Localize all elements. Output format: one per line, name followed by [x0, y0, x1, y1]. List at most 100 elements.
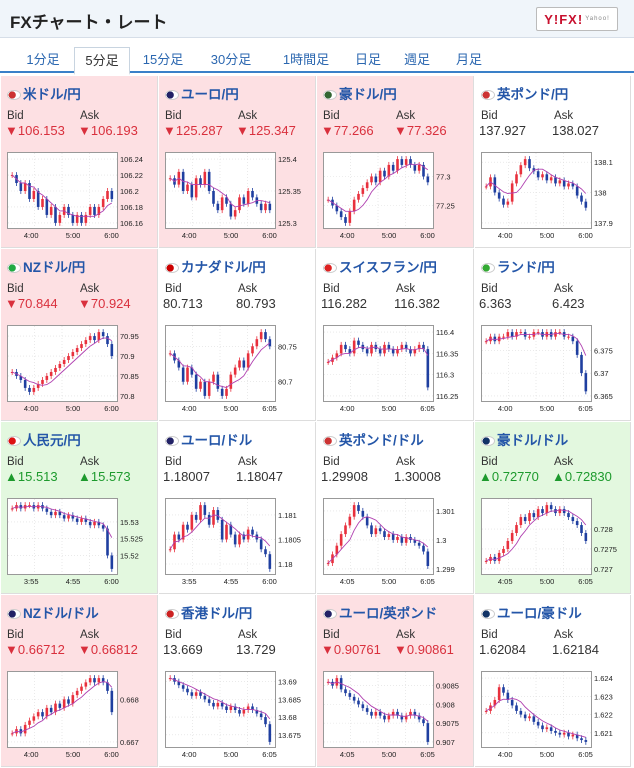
flag-icon	[7, 609, 21, 619]
rate-card[interactable]: 米ドル/円 Bid Ask ▼106.153 ▼106.193 106.24 106…	[1, 76, 158, 248]
candle	[422, 164, 425, 177]
tab-3[interactable]: 30分足	[210, 52, 252, 67]
x-tick-label: 6:05	[578, 577, 593, 586]
mini-chart[interactable]: 138.1 138 137.9 4:00 5:00 6:00	[481, 152, 627, 242]
ask-value: ▼0.66812	[78, 642, 138, 657]
candle	[36, 191, 40, 207]
tab-0[interactable]: 1分足	[26, 52, 60, 67]
candle	[168, 178, 172, 180]
mini-chart[interactable]: 13.69 13.685 13.68 13.675 4:00 5:00 6:05	[165, 671, 311, 761]
candle	[387, 164, 391, 177]
mini-chart[interactable]: 0.668 0.667 4:00 5:00 6:00	[7, 671, 153, 761]
ask-label: Ask	[238, 456, 258, 468]
tab-1[interactable]: 5分足	[74, 47, 130, 75]
mini-chart[interactable]: 1.624 1.623 1.622 1.621 4:00 5:00 6:05	[481, 671, 627, 761]
candle	[426, 176, 430, 183]
x-tick-label: 5:00	[382, 404, 397, 413]
mini-chart[interactable]: 80.75 80.7 4:00 5:00 6:05	[165, 325, 311, 415]
tab-6[interactable]: 週足	[403, 52, 430, 67]
bid-value: ▼0.90761	[321, 642, 381, 657]
rate-card[interactable]: カナダドル/円 Bid Ask 80.713 80.793 80.75 80.7 4:…	[159, 249, 316, 421]
yjfx-logo[interactable]: Y!FX! Yahoo!	[536, 7, 618, 31]
pair-name[interactable]: 英ポンド/ドル	[323, 429, 424, 449]
rate-card[interactable]: スイスフラン/円 Bid Ask 116.282 116.382 116.4 116…	[317, 249, 474, 421]
flag-icon	[481, 609, 495, 619]
mini-chart[interactable]: 15.53 15.525 15.52 3:55 4:55 6:00	[7, 498, 153, 588]
candle	[233, 210, 237, 217]
mini-chart[interactable]: 1.301 1.3 1.299 4:05 5:00 6:05	[323, 498, 469, 588]
candle	[62, 515, 66, 519]
candle	[212, 374, 215, 382]
mini-chart[interactable]: 0.728 0.7275 0.727 4:05 5:00 6:05	[481, 498, 627, 588]
candle	[212, 191, 215, 204]
pair-name[interactable]: カナダドル/円	[165, 256, 266, 276]
x-tick-label: 5:00	[540, 577, 555, 586]
moving-average-line	[327, 516, 429, 564]
bid-label: Bid	[323, 283, 340, 295]
rate-card[interactable]: ユーロ/豪ドル Bid Ask 1.62084 1.62184 1.624 1.62…	[475, 595, 631, 767]
candle	[413, 539, 417, 543]
x-tick-label: 5:00	[66, 404, 81, 413]
candle	[264, 549, 267, 555]
candle	[422, 719, 425, 724]
tab-2[interactable]: 15分足	[142, 52, 184, 67]
rate-card[interactable]: 英ポンド/ドル Bid Ask 1.29908 1.30008 1.301 1.3 1…	[317, 422, 474, 594]
rate-card[interactable]: ユーロ/円 Bid Ask ▼125.287 ▼125.347 125.4 125.…	[159, 76, 316, 248]
tab-7[interactable]: 月足	[455, 52, 482, 67]
pair-name[interactable]: 香港ドル/円	[165, 602, 252, 622]
rate-card[interactable]: 人民元/円 Bid Ask ▲15.513 ▲15.573 15.53 15.525…	[1, 422, 158, 594]
candle	[255, 339, 259, 347]
pair-name[interactable]: ユーロ/ドル	[165, 429, 252, 449]
ask-value: ▼70.924	[78, 296, 131, 311]
ask-label: Ask	[554, 456, 574, 468]
rate-card[interactable]: 豪ドル/円 Bid Ask ▼77.266 ▼77.326 77.3 77.25 4:…	[317, 76, 474, 248]
pair-name[interactable]: ユーロ/円	[165, 83, 239, 103]
ask-label: Ask	[80, 456, 100, 468]
mini-chart[interactable]: 1.181 1.1805 1.18 3:55 4:55 6:00	[165, 498, 311, 588]
candle	[41, 198, 44, 207]
candle	[361, 704, 365, 709]
mini-chart[interactable]: 0.9085 0.908 0.9075 0.907 4:05 5:00 6:05	[323, 671, 469, 761]
candle	[203, 171, 207, 185]
rate-card[interactable]: ユーロ/ドル Bid Ask 1.18007 1.18047 1.181 1.180…	[159, 422, 316, 594]
rate-card[interactable]: 豪ドル/ドル Bid Ask ▲0.72770 ▲0.72830 0.728 0.7…	[475, 422, 631, 594]
candle	[84, 340, 88, 345]
mini-chart[interactable]: 125.4 125.35 125.3 4:00 5:00 6:00	[165, 152, 311, 242]
mini-chart[interactable]: 6.375 6.37 6.365 4:00 5:00 6:05	[481, 325, 627, 415]
tab-4[interactable]: 1時間足	[282, 52, 330, 67]
rate-card[interactable]: NZドル/ドル Bid Ask ▼0.66712 ▼0.66812 0.668 0.…	[1, 595, 158, 767]
rate-card[interactable]: ユーロ/英ポンド Bid Ask ▼0.90761 ▼0.90861 0.9085…	[317, 595, 474, 767]
pair-name[interactable]: NZドル/ドル	[7, 602, 99, 622]
rate-card[interactable]: NZドル/円 Bid Ask ▼70.844 ▼70.924 70.95 70.9 7…	[1, 249, 158, 421]
candle	[19, 375, 23, 380]
y-tick-label: 116.25	[436, 392, 458, 401]
mini-chart[interactable]: 70.95 70.9 70.85 70.8 4:00 5:00 6:00	[7, 325, 153, 415]
candle	[75, 348, 79, 353]
rate-card[interactable]: 香港ドル/円 Bid Ask 13.669 13.729 13.69 13.685 1…	[159, 595, 316, 767]
x-tick-label: 4:00	[498, 750, 513, 759]
pair-name[interactable]: ランド/円	[481, 256, 555, 276]
candle	[93, 678, 96, 683]
pair-name[interactable]: ユーロ/英ポンド	[323, 602, 437, 622]
candle	[567, 336, 570, 338]
tab-5[interactable]: 日足	[354, 52, 381, 67]
pair-name[interactable]: NZドル/円	[7, 256, 85, 276]
pair-name[interactable]: 英ポンド/円	[481, 83, 568, 103]
mini-chart[interactable]: 77.3 77.25 4:00 5:00 6:00	[323, 152, 469, 242]
candle	[352, 505, 356, 517]
pair-name[interactable]: スイスフラン/円	[323, 256, 437, 276]
candle	[28, 387, 31, 392]
rate-card[interactable]: ランド/円 Bid Ask 6.363 6.423 6.375 6.37 6.365 4…	[475, 249, 631, 421]
x-tick-label: 5:00	[224, 750, 239, 759]
pair-name[interactable]: 豪ドル/円	[323, 83, 397, 103]
candle	[584, 373, 588, 392]
pair-name[interactable]: 豪ドル/ドル	[481, 429, 568, 449]
pair-name[interactable]: 人民元/円	[7, 429, 81, 449]
candle	[344, 344, 347, 350]
pair-name[interactable]: ユーロ/豪ドル	[481, 602, 582, 622]
mini-chart[interactable]: 106.24 106.22 106.2 106.18 106.16 4:00 5:00 6:0…	[7, 152, 153, 242]
rate-card[interactable]: 英ポンド/円 Bid Ask 137.927 138.027 138.1 138 13…	[475, 76, 631, 248]
mini-chart[interactable]: 116.4 116.35 116.3 116.25 4:00 5:00 6:05	[323, 325, 469, 415]
pair-name[interactable]: 米ドル/円	[7, 83, 81, 103]
candle	[426, 551, 430, 566]
